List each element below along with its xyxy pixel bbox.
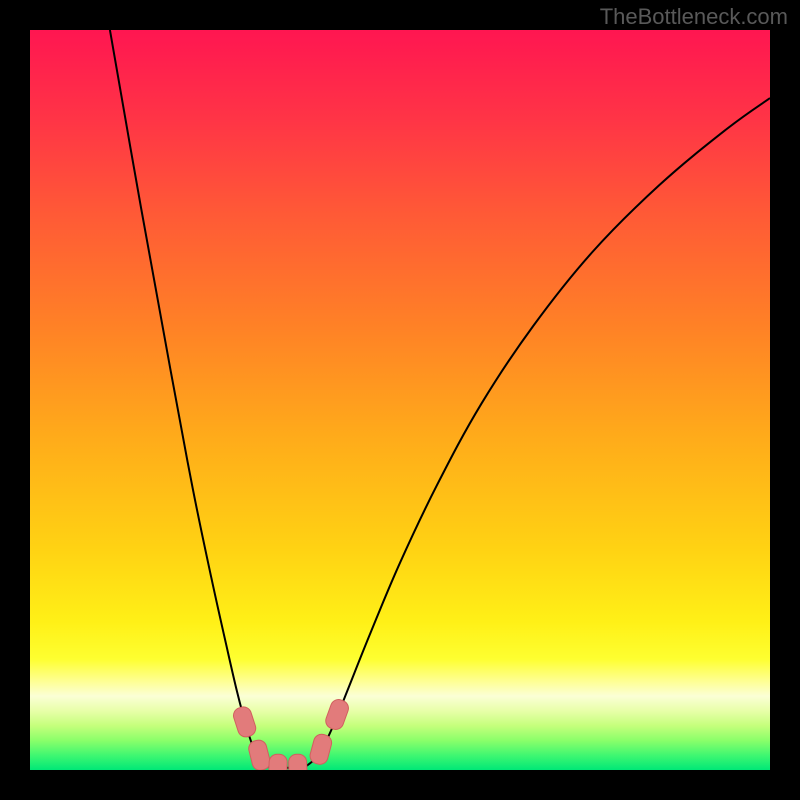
chart-container: TheBottleneck.com — [0, 0, 800, 800]
curve-marker — [247, 738, 272, 770]
curve-marker — [324, 697, 351, 731]
curve-marker — [268, 754, 287, 770]
plot-area — [30, 30, 770, 770]
watermark-text: TheBottleneck.com — [600, 4, 788, 30]
curve-marker — [308, 732, 333, 766]
curve-markers — [30, 30, 770, 770]
curve-marker — [288, 754, 307, 770]
curve-marker — [231, 705, 257, 739]
